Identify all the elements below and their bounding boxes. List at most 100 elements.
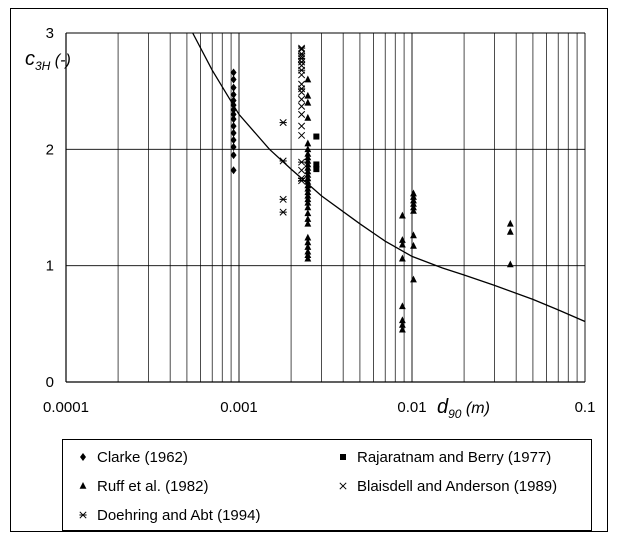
- series-1: [230, 68, 237, 175]
- data-point: [398, 211, 406, 219]
- data-point: [304, 209, 312, 217]
- x-axis-label: d90 (m): [437, 396, 490, 421]
- legend-marker-shape: [340, 454, 346, 460]
- data-point: [304, 177, 312, 185]
- data-point: [230, 90, 237, 99]
- data-point: [304, 254, 312, 262]
- fit-curve: [192, 32, 586, 323]
- data-point: [304, 145, 312, 153]
- data-point: [304, 174, 312, 182]
- tick-labels: 0.0001 0.001 0.01 0.1 0 1 2 3: [43, 25, 595, 416]
- data-point: [304, 113, 312, 121]
- data-point: [297, 158, 306, 166]
- legend-item: Blaisdell and Anderson (1989): [335, 475, 557, 497]
- legend-label: Doehring and Abt (1994): [97, 506, 261, 524]
- data-point: [304, 233, 312, 241]
- data-point: [297, 177, 306, 185]
- legend-marker-x: [339, 482, 347, 490]
- legend-label: Blaisdell and Anderson (1989): [357, 477, 558, 495]
- data-point: [304, 160, 312, 168]
- data-point: [398, 254, 406, 262]
- data-point: [297, 66, 306, 74]
- data-point: [304, 219, 312, 227]
- legend-marker-shape: [79, 482, 87, 489]
- data-point: [304, 75, 312, 83]
- data-point: [230, 143, 237, 152]
- data-point: [298, 95, 306, 103]
- data-point: [410, 200, 417, 207]
- data-point: [304, 91, 312, 99]
- y-tick-label: 2: [46, 141, 54, 158]
- data-point: [230, 83, 237, 92]
- x-axis-label-unit: (m): [461, 400, 489, 417]
- x-axis-label-main: d: [437, 396, 449, 418]
- legend: Clarke (1962) Rajaratnam and Berry (1977)…: [62, 439, 592, 531]
- data-point: [230, 105, 237, 114]
- data-point: [279, 195, 287, 203]
- data-point: [304, 167, 312, 175]
- legend-item: Ruff et al. (1982): [75, 475, 208, 497]
- data-point: [230, 122, 237, 131]
- y-tick-label: 3: [46, 25, 54, 42]
- x-axis-label-sub: 90: [448, 407, 462, 421]
- y-axis-label: c3H (-): [25, 48, 71, 73]
- data-point: [398, 316, 406, 324]
- legend-marker-diamond: [80, 453, 86, 461]
- data-point: [304, 188, 312, 196]
- data-point: [297, 55, 306, 63]
- legend-label: Clarke (1962): [97, 448, 188, 466]
- data-point: [398, 302, 406, 310]
- data-points: [230, 44, 514, 333]
- x-tick-label: 0.001: [220, 399, 258, 416]
- legend-item: Clarke (1962): [75, 446, 188, 468]
- data-point: [304, 251, 312, 258]
- data-point: [398, 325, 406, 333]
- data-point: [230, 166, 237, 175]
- y-axis-label-sub: 3H: [35, 59, 51, 73]
- data-point: [304, 195, 312, 203]
- y-axis-label-main: c: [25, 48, 35, 70]
- data-point: [279, 157, 287, 165]
- data-point: [398, 240, 406, 248]
- data-point: [410, 241, 417, 249]
- data-point: [410, 231, 417, 239]
- data-point: [304, 163, 312, 171]
- legend-marker-asterisk: [79, 511, 87, 519]
- data-point: [297, 44, 306, 52]
- data-point: [398, 236, 406, 243]
- data-point: [304, 98, 312, 106]
- data-point: [230, 96, 237, 105]
- legend-item: Doehring and Abt (1994): [75, 504, 260, 526]
- axes: [65, 33, 585, 383]
- data-point: [506, 260, 514, 268]
- data-point: [304, 153, 312, 161]
- data-point: [279, 119, 287, 127]
- legend-item: Rajaratnam and Berry (1977): [335, 446, 551, 468]
- data-point: [298, 88, 306, 96]
- fit-curve-layer: [192, 32, 586, 323]
- legend-label: Ruff et al. (1982): [97, 477, 209, 495]
- y-axis-label-unit: (-): [50, 52, 70, 69]
- data-point: [230, 101, 237, 110]
- data-point: [297, 58, 306, 66]
- data-point: [304, 139, 312, 147]
- data-point: [230, 110, 237, 119]
- data-point: [230, 68, 237, 77]
- data-point: [410, 193, 417, 200]
- x-tick-label: 0.1: [575, 399, 596, 416]
- data-point: [304, 149, 312, 157]
- series-2: [313, 133, 320, 173]
- data-point: [304, 191, 312, 199]
- legend-marker-shape: [80, 453, 86, 461]
- data-point: [304, 238, 312, 246]
- data-point: [230, 129, 237, 138]
- data-point: [304, 181, 312, 189]
- legend-marker-shape: [79, 511, 87, 519]
- legend-marker-square: [340, 454, 346, 460]
- data-point: [230, 75, 237, 84]
- data-point: [506, 219, 514, 227]
- data-point: [304, 184, 312, 192]
- data-point: [298, 166, 306, 174]
- data-point: [279, 208, 287, 216]
